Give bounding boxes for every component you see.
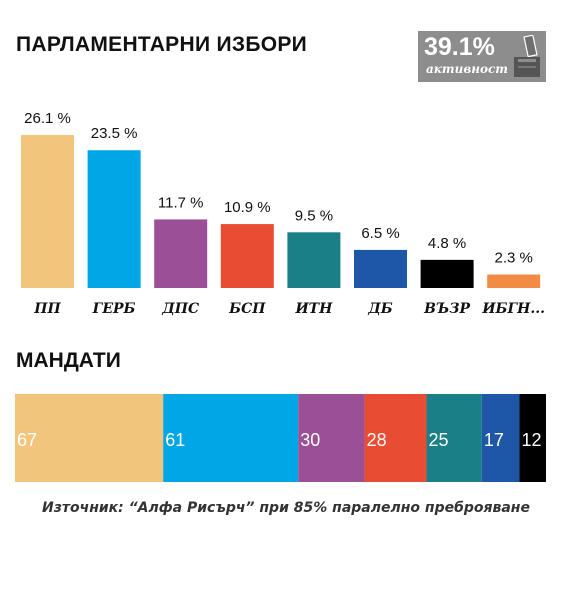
seat-segment <box>481 394 520 482</box>
bar-value-label: 6.5 % <box>361 225 399 242</box>
category-label: ИТН <box>294 301 333 317</box>
bar-value-label: 4.8 % <box>428 235 466 252</box>
bar <box>21 135 74 288</box>
seats-chart: 67 61 30 28 25 17 12 <box>15 394 546 482</box>
seat-segment <box>163 394 299 482</box>
vote-share-chart: 26.1 % ПП 23.5 % ГЕРБ 11.7 % ДПС 10.9 % БСП 9.5 … <box>21 110 545 317</box>
category-label: ДБ <box>367 301 392 317</box>
seat-segment <box>364 394 427 482</box>
category-label: ДПС <box>161 301 199 317</box>
seat-count-label: 67 <box>17 430 37 450</box>
turnout-value: 39.1% <box>424 33 495 61</box>
bar <box>220 224 274 288</box>
category-label: БСП <box>228 301 266 317</box>
seats-title: МАНДАТИ <box>16 349 121 372</box>
ballot-box-icon <box>514 35 540 77</box>
seat-count-label: 61 <box>165 430 185 450</box>
seat-segment <box>298 394 365 482</box>
seat-segment <box>15 394 164 482</box>
bar <box>487 274 541 288</box>
bar <box>420 259 474 288</box>
category-label: ИБГН... <box>481 301 545 317</box>
seat-count-label: 28 <box>367 430 387 450</box>
seat-count-label: 17 <box>484 430 504 450</box>
bar-value-label: 23.5 % <box>91 125 138 142</box>
bar <box>87 150 141 288</box>
bar <box>287 232 341 288</box>
seat-count-label: 12 <box>521 430 541 450</box>
source-note: Източник: “Алфа Рисърч” при 85% паралелн… <box>42 500 530 516</box>
bar-value-label: 9.5 % <box>295 207 333 224</box>
turnout-label: активност <box>426 62 508 76</box>
seat-segment <box>519 394 546 482</box>
category-label: ВЪЗР <box>423 301 470 317</box>
seat-segment <box>426 394 482 482</box>
category-label: ГЕРБ <box>92 301 136 317</box>
seat-count-label: 30 <box>300 430 320 450</box>
turnout-box: 39.1% активност <box>418 31 546 82</box>
seat-count-label: 25 <box>429 430 449 450</box>
category-label: ПП <box>33 301 61 317</box>
bar <box>354 249 407 288</box>
bar-value-label: 11.7 % <box>158 194 204 211</box>
bar-value-label: 2.3 % <box>495 250 533 267</box>
bar <box>154 219 208 288</box>
bar-value-label: 26.1 % <box>24 110 71 127</box>
bar-value-label: 10.9 % <box>224 199 271 216</box>
chart-title: ПАРЛАМЕНТАРНИ ИЗБОРИ <box>16 33 308 56</box>
